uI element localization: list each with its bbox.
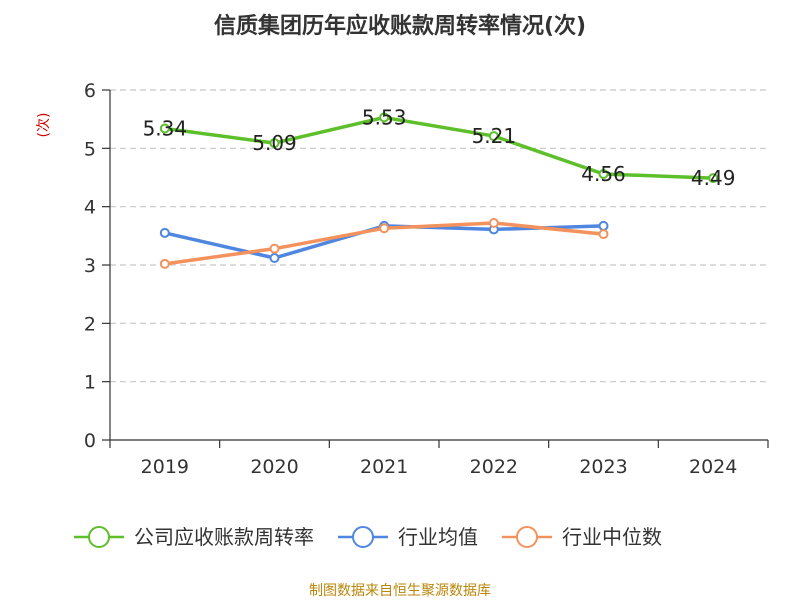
x-tick-label: 2023 bbox=[579, 456, 627, 478]
legend-marker bbox=[516, 526, 538, 548]
data-label: 5.53 bbox=[362, 105, 407, 129]
data-point bbox=[269, 253, 280, 263]
data-labels: 5.34 5.09 5.53 5.21 4.56 4.49 bbox=[143, 105, 736, 190]
axes: 0 1 2 3 4 5 6 2019 2020 2021 2022 2023 2024 bbox=[84, 80, 769, 478]
y-tick-label: 0 bbox=[84, 430, 96, 452]
y-tick-label: 1 bbox=[84, 372, 96, 394]
data-point bbox=[159, 123, 170, 134]
data-point bbox=[598, 229, 609, 240]
data-point bbox=[379, 112, 390, 123]
legend-label: 行业均值 bbox=[398, 525, 478, 549]
data-point bbox=[379, 223, 390, 234]
x-tick-label: 2024 bbox=[689, 456, 737, 478]
data-label: 4.56 bbox=[581, 162, 626, 186]
series-2 bbox=[159, 218, 609, 269]
data-point bbox=[708, 173, 719, 184]
series-line bbox=[163, 115, 715, 180]
y-tick-label: 4 bbox=[84, 197, 96, 219]
x-tick-label: 2022 bbox=[470, 456, 518, 478]
y-tick-label: 2 bbox=[84, 313, 96, 335]
data-point bbox=[488, 131, 499, 142]
y-axis-label: (次) bbox=[36, 113, 52, 138]
x-tick-label: 2019 bbox=[141, 456, 189, 478]
series-0 bbox=[159, 112, 719, 184]
legend-marker bbox=[352, 526, 374, 548]
x-tick-label: 2021 bbox=[360, 456, 408, 478]
series-lines bbox=[159, 112, 719, 269]
legend-item: 公司应收账款周转率 bbox=[74, 525, 314, 549]
data-label: 5.09 bbox=[252, 131, 297, 155]
legend-marker bbox=[88, 526, 110, 548]
data-label: 5.34 bbox=[143, 117, 188, 141]
legend: 公司应收账款周转率 行业均值 行业中位数 bbox=[74, 525, 662, 549]
y-tick-label: 6 bbox=[84, 80, 96, 102]
data-point bbox=[598, 169, 609, 179]
source-note: 制图数据来自恒生聚源数据库 bbox=[309, 583, 491, 599]
x-tick-label: 2020 bbox=[250, 456, 298, 478]
data-point bbox=[269, 138, 280, 149]
data-point bbox=[269, 243, 280, 254]
data-label: 4.49 bbox=[691, 166, 736, 190]
data-point bbox=[488, 218, 499, 228]
data-point bbox=[159, 227, 170, 238]
y-tick-label: 5 bbox=[84, 138, 96, 160]
legend-item: 行业均值 bbox=[338, 525, 478, 549]
chart-title: 信质集团历年应收账款周转率情况(次) bbox=[214, 13, 586, 39]
data-label: 5.21 bbox=[472, 124, 517, 148]
legend-label: 公司应收账款周转率 bbox=[134, 525, 314, 549]
legend-label: 行业中位数 bbox=[562, 525, 662, 549]
legend-item: 行业中位数 bbox=[502, 525, 662, 549]
data-point bbox=[598, 220, 609, 231]
y-tick-label: 3 bbox=[84, 255, 96, 277]
data-point bbox=[159, 258, 170, 269]
